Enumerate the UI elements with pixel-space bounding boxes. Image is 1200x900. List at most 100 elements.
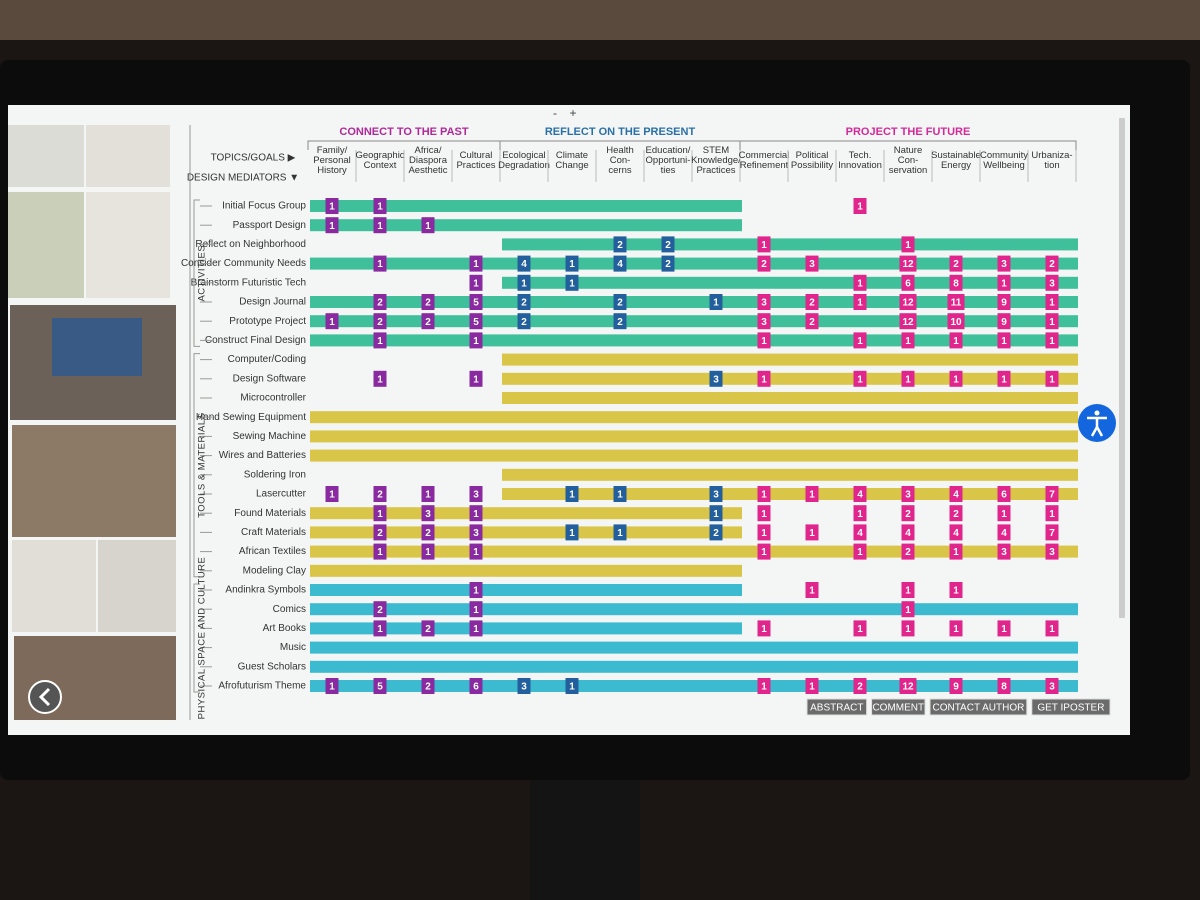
row-bar: [310, 411, 1078, 424]
cell-box: [325, 313, 339, 330]
cell-box: [899, 313, 917, 330]
cell-value: 1: [761, 240, 767, 251]
cell-value: 1: [857, 336, 863, 347]
button[interactable]: [929, 698, 1028, 716]
cell-box: [421, 620, 435, 637]
row-bar: [502, 392, 1078, 404]
cell-value: 2: [809, 298, 815, 309]
row-label: Construct Final Design: [205, 335, 306, 346]
cell-box: [469, 274, 483, 291]
cell-value: 1: [377, 374, 383, 385]
cell-box: [757, 332, 771, 349]
cell-value: 4: [521, 259, 527, 270]
cell-box: [469, 294, 483, 310]
cell-box: [949, 274, 963, 291]
cell-box: [373, 313, 387, 330]
cell-value: 12: [902, 298, 914, 309]
cell-value: 1: [1001, 624, 1007, 635]
cell-value: 1: [473, 547, 479, 558]
cell-value: 1: [1001, 336, 1007, 347]
cell-value: 9: [1001, 317, 1007, 328]
cell-box: [899, 255, 917, 272]
cell-value: 12: [902, 259, 914, 270]
zoom-in[interactable]: +: [569, 106, 576, 120]
group-bracket: [193, 353, 200, 578]
cell-value: 1: [905, 586, 911, 597]
cell-value: 2: [905, 509, 911, 520]
cell-value: 2: [377, 298, 383, 309]
cell-value: 1: [761, 528, 767, 539]
cell-value: 3: [1049, 682, 1055, 693]
cell-box: [613, 524, 627, 541]
cell-box: [469, 370, 483, 387]
cell-value: 3: [761, 298, 767, 309]
photo: [52, 318, 142, 376]
cell-box: [709, 524, 723, 541]
cell-box: [949, 543, 963, 560]
cell-value: 2: [665, 240, 671, 251]
cell-value: 1: [329, 490, 335, 501]
row-bar: [310, 641, 1078, 654]
cell-box: [997, 294, 1011, 310]
cell-box: [469, 505, 483, 522]
button-label[interactable]: GET IPOSTER: [1037, 703, 1104, 714]
cell-value: 1: [473, 278, 479, 289]
row-bar: [310, 622, 742, 635]
row-bar: [502, 468, 1078, 481]
row-label: Hand Sewing Equipment: [196, 412, 306, 423]
cell-value: 3: [809, 259, 815, 270]
cell-value: 2: [377, 605, 383, 616]
cell-value: 1: [473, 509, 479, 520]
button[interactable]: [806, 698, 868, 716]
button[interactable]: [871, 698, 926, 716]
cell-box: [901, 601, 915, 618]
accessibility-head: [1094, 410, 1100, 416]
cell-value: 1: [329, 682, 335, 693]
group-title: CONNECT TO THE PAST: [339, 126, 468, 138]
cell-value: 2: [617, 240, 623, 251]
button-label[interactable]: COMMENT: [872, 703, 924, 714]
row-label: Passport Design: [233, 220, 306, 231]
cell-value: 2: [425, 298, 431, 309]
zoom-out[interactable]: -: [553, 106, 557, 120]
cell-box: [757, 255, 771, 272]
cell-box: [901, 236, 915, 253]
button-label[interactable]: ABSTRACT: [810, 703, 863, 714]
row-label: Soldering Iron: [244, 469, 306, 480]
cell-box: [421, 486, 435, 502]
cell-value: 1: [617, 528, 623, 539]
cell-value: 1: [1049, 317, 1055, 328]
cell-box: [899, 678, 917, 694]
cell-value: 10: [950, 317, 962, 328]
cell-value: 1: [473, 624, 479, 635]
cell-box: [757, 543, 771, 560]
row-bar: [310, 680, 1078, 692]
cell-value: 3: [1049, 278, 1055, 289]
button-label[interactable]: CONTACT AUTHOR: [932, 703, 1024, 714]
cell-box: [901, 543, 915, 560]
cell-box: [421, 294, 435, 310]
cell-box: [949, 524, 963, 541]
group-bracket: [193, 583, 200, 693]
row-label: Andinkra Symbols: [225, 585, 306, 596]
back-button[interactable]: [28, 680, 62, 714]
cell-value: 3: [761, 317, 767, 328]
cell-box: [709, 486, 723, 502]
cell-value: 1: [857, 509, 863, 520]
cell-box: [373, 601, 387, 618]
cell-box: [421, 217, 435, 234]
cell-value: 2: [617, 317, 623, 328]
cell-box: [949, 505, 963, 522]
scrollbar[interactable]: [1119, 118, 1125, 618]
cell-value: 4: [857, 490, 863, 501]
cell-value: 1: [857, 547, 863, 558]
cell-box: [805, 313, 819, 330]
button-bar: GET IPOSTER CONTACT AUTHOR COMMENT ABSTRACT: [806, 698, 1111, 716]
row-label: Design Software: [233, 373, 307, 384]
cell-value: 1: [1001, 509, 1007, 520]
cell-box: [805, 582, 819, 598]
button[interactable]: [1031, 698, 1111, 716]
row-label: African Textiles: [239, 546, 306, 557]
row-bar: [310, 526, 742, 539]
cell-box: [901, 370, 915, 387]
